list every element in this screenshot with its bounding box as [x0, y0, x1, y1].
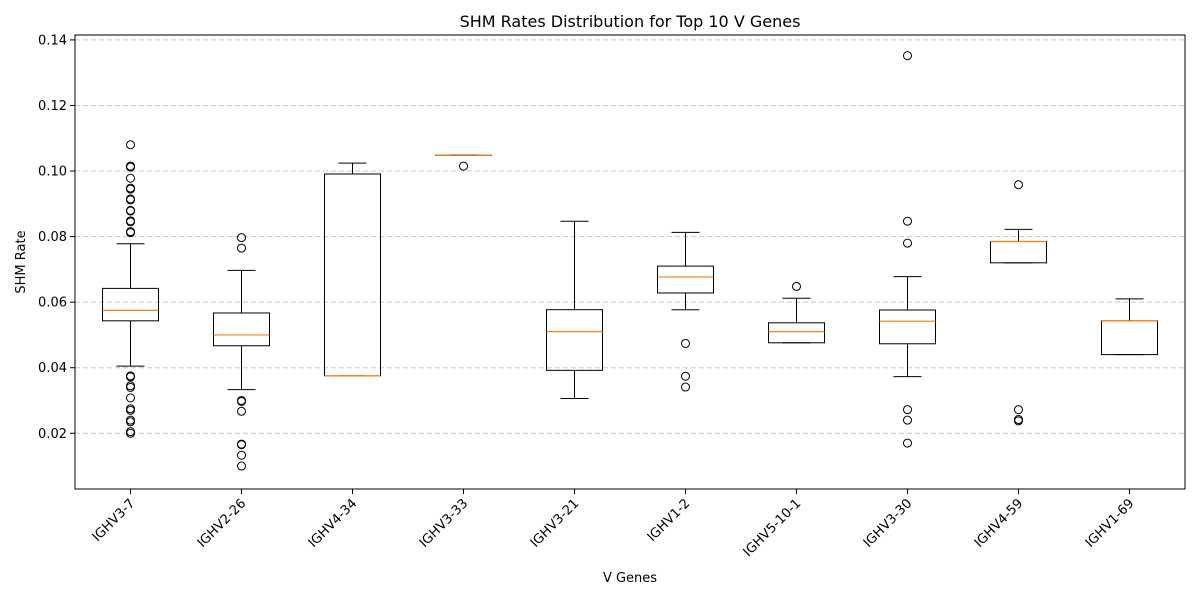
box-IGHV3-21: [546, 220, 603, 400]
outlier-point: [903, 415, 912, 425]
y-tick-label: 0.12: [38, 99, 67, 114]
outlier-point: [126, 140, 135, 150]
box-IGHV3-7: [102, 140, 159, 438]
iqr-box: [879, 309, 936, 345]
outlier-point: [1014, 416, 1023, 426]
outlier-point: [903, 405, 912, 415]
outlier-point: [126, 382, 135, 392]
box-IGHV1-2: [657, 231, 714, 392]
outlier-point: [126, 372, 135, 382]
box-IGHV4-59: [990, 180, 1047, 426]
iqr-box: [657, 265, 714, 294]
outlier-point: [681, 338, 690, 348]
outlier-point: [237, 450, 246, 460]
box-IGHV5-10-1: [768, 281, 825, 344]
y-tick-label: 0.02: [38, 427, 67, 442]
outlier-point: [126, 428, 135, 438]
outlier-point: [126, 417, 135, 427]
outlier-point: [681, 371, 690, 381]
iqr-box: [102, 287, 159, 322]
y-axis-label: SHM Rate: [14, 230, 29, 293]
outlier-point: [126, 206, 135, 216]
outlier-point: [126, 184, 135, 194]
outlier-point: [903, 438, 912, 448]
outlier-point: [237, 396, 246, 406]
box-IGHV3-30: [879, 51, 936, 448]
grid-lines: [75, 39, 1185, 434]
outlier-point: [681, 382, 690, 392]
outlier-point: [903, 51, 912, 61]
box-IGHV2-26: [213, 233, 270, 471]
outlier-point: [792, 281, 801, 291]
outlier-point: [459, 161, 468, 171]
outlier-point: [1014, 180, 1023, 190]
outlier-point: [903, 238, 912, 248]
chart-title: SHM Rates Distribution for Top 10 V Gene…: [460, 12, 801, 31]
outlier-point: [237, 243, 246, 253]
y-tick-label: 0.08: [38, 230, 67, 245]
y-tick-label: 0.10: [38, 165, 67, 180]
y-tick-label: 0.06: [38, 296, 67, 311]
iqr-box: [546, 309, 603, 371]
outlier-point: [1014, 405, 1023, 415]
outlier-point: [903, 216, 912, 226]
outlier-point: [237, 461, 246, 471]
box-IGHV3-33: [435, 154, 492, 171]
box-IGHV1-69: [1101, 298, 1158, 356]
iqr-box: [768, 322, 825, 344]
outlier-point: [126, 162, 135, 172]
y-tick-label: 0.04: [38, 361, 67, 376]
y-axis-ticks: 0.02 0.04 0.06 0.08 0.10 0.12 0.14: [38, 33, 75, 442]
outlier-point: [126, 228, 135, 238]
outlier-point: [126, 393, 135, 403]
outlier-point: [237, 440, 246, 450]
outlier-point: [126, 173, 135, 183]
outlier-point: [237, 406, 246, 416]
y-tick-label: 0.14: [38, 33, 67, 48]
box-IGHV4-34: [324, 162, 381, 377]
outlier-point: [237, 233, 246, 243]
plot-frame: [74, 34, 1186, 490]
iqr-box: [213, 312, 270, 347]
box-series: [102, 51, 1158, 471]
x-axis-label: V Genes: [603, 571, 657, 586]
outlier-point: [126, 195, 135, 205]
outlier-point: [126, 217, 135, 227]
outlier-point: [126, 405, 135, 415]
